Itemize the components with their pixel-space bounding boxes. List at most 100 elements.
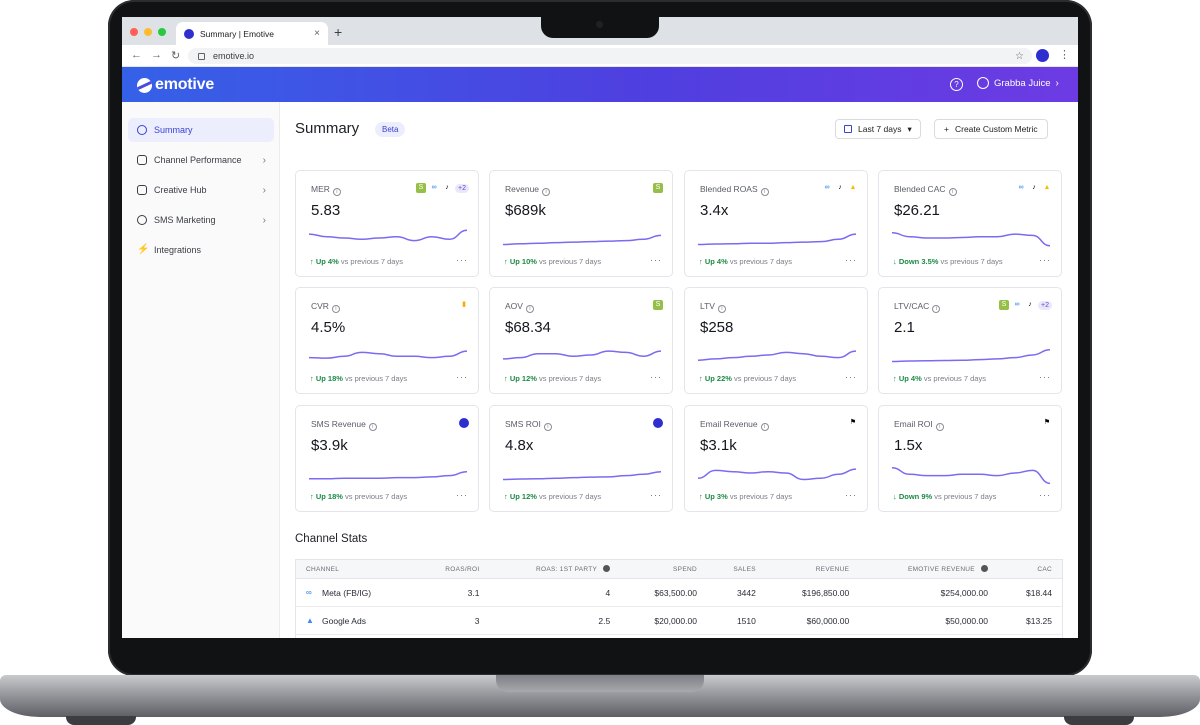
more-options-icon[interactable]: ··· (650, 372, 662, 382)
close-window-button[interactable] (130, 28, 138, 36)
more-options-icon[interactable]: ··· (1039, 255, 1051, 265)
brand-name: emotive (155, 76, 215, 93)
account-menu[interactable]: Grabba Juice › (977, 77, 1059, 89)
more-options-icon[interactable]: ··· (456, 490, 468, 500)
shopify-icon: S (653, 300, 663, 310)
more-options-icon[interactable]: ··· (650, 490, 662, 500)
sidebar-item-creative-hub[interactable]: Creative Hub › (128, 178, 274, 202)
delta-value: ↑ Up 18% (310, 492, 343, 501)
delta-comparison: vs previous 7 days (338, 257, 403, 266)
sidebar-item-label: Channel Performance (154, 155, 242, 165)
metric-label: LTV/CAC i (894, 301, 941, 313)
info-icon[interactable]: i (525, 305, 534, 313)
info-icon[interactable]: i (932, 305, 941, 313)
column-header[interactable]: SALES (706, 559, 766, 579)
info-icon[interactable] (603, 565, 611, 572)
minimize-window-button[interactable] (144, 28, 152, 36)
more-options-icon[interactable]: ··· (1039, 372, 1051, 382)
metric-card[interactable]: Email ROI i ⚑ 1.5x ↓ Down 9% vs previous 7 d… (878, 405, 1062, 512)
info-icon[interactable]: i (542, 188, 551, 196)
metric-card[interactable]: LTV i $258 ↑ Up 22% vs previous 7 days ··· (684, 287, 868, 394)
chevron-right-icon: › (1055, 77, 1059, 89)
info-icon[interactable]: i (948, 188, 957, 196)
column-header[interactable]: CHANNEL (295, 559, 415, 579)
trend-sparkline (698, 468, 856, 481)
metric-label: Blended ROAS i (700, 184, 769, 196)
more-options-icon[interactable]: ··· (456, 255, 468, 265)
info-icon[interactable]: i (717, 305, 726, 313)
metric-label-text: CVR (311, 301, 329, 311)
info-icon[interactable]: i (760, 188, 769, 196)
column-header[interactable]: ROAS: 1ST PARTY (489, 559, 621, 579)
create-custom-metric-button[interactable]: + Create Custom Metric (934, 119, 1048, 139)
forward-arrow-icon[interactable]: → (151, 49, 162, 61)
shopify-icon: S (653, 183, 663, 193)
metric-label: MER i (311, 184, 341, 196)
metric-card[interactable]: Blended ROAS i ∞ ♪ ▲ 3.4x ↑ Up 4% vs previous … (684, 170, 868, 277)
metric-card[interactable]: AOV i S $68.34 ↑ Up 12% vs previous 7 days ··… (489, 287, 673, 394)
trend-sparkline (503, 470, 661, 481)
column-header[interactable]: CAC (997, 559, 1063, 579)
metric-value: 4.5% (311, 319, 346, 336)
maximize-window-button[interactable] (158, 28, 166, 36)
info-icon[interactable]: i (760, 423, 769, 431)
bookmark-star-icon[interactable]: ☆ (1015, 50, 1024, 62)
metric-card[interactable]: MER i S ∞ ♪ +2 5.83 ↑ Up 4% vs previous 7 days ·… (295, 170, 479, 277)
back-arrow-icon[interactable]: ← (131, 49, 142, 61)
metric-value: 1.5x (894, 437, 923, 454)
emotive-extension-icon[interactable] (1036, 49, 1049, 62)
sidebar-item-sms-marketing[interactable]: SMS Marketing › (128, 208, 274, 232)
reload-icon[interactable]: ↻ (171, 50, 181, 62)
help-icon[interactable]: ? (950, 78, 963, 91)
date-range-select[interactable]: Last 7 days ▾ (835, 119, 921, 139)
trend-sparkline (698, 350, 856, 361)
info-icon[interactable]: i (935, 423, 944, 431)
more-options-icon[interactable]: ··· (845, 255, 857, 265)
more-options-icon[interactable]: ··· (1039, 490, 1051, 500)
metric-card[interactable]: Revenue i S $689k ↑ Up 10% vs previous 7 day… (489, 170, 673, 277)
more-options-icon[interactable]: ··· (845, 372, 857, 382)
browser-menu-icon[interactable]: ⋮ (1059, 49, 1070, 61)
metric-label-text: SMS Revenue (311, 419, 366, 429)
metric-label: SMS Revenue i (311, 419, 377, 431)
table-row[interactable]: ▲ Google Ads 3 2.5 $20,000.00 1510 $60,000.00 $… (295, 606, 1063, 635)
column-header[interactable]: ROAS/ROI (414, 559, 490, 579)
info-icon[interactable]: i (368, 423, 377, 431)
tiktok-icon: ♪ (442, 183, 453, 193)
metric-label: CVR i (311, 301, 340, 313)
brand-logo[interactable]: emotive (137, 76, 214, 94)
table-row[interactable]: ♪TikTok4.15$30,000.001789$123,000.00$150… (295, 634, 1063, 638)
metric-card[interactable]: CVR i ▮ 4.5% ↑ Up 18% vs previous 7 days ··· (295, 287, 479, 394)
sidebar-item-integrations[interactable]: ⚡ Integrations (128, 238, 274, 262)
info-icon[interactable]: i (543, 423, 552, 431)
sidebar-item-summary[interactable]: Summary (128, 118, 274, 142)
sidebar-item-channel-performance[interactable]: Channel Performance › (128, 148, 274, 172)
delta-comparison: vs previous 7 days (731, 374, 797, 383)
metric-delta: ↑ Up 10% vs previous 7 days (504, 257, 601, 266)
data-sources: ⚑ (848, 418, 858, 428)
column-header[interactable]: EMOTIVE REVENUE (859, 559, 998, 579)
column-header[interactable]: SPEND (620, 559, 707, 579)
info-icon[interactable] (980, 565, 988, 572)
metric-delta: ↑ Up 4% vs previous 7 days (893, 374, 986, 383)
more-options-icon[interactable]: ··· (650, 255, 662, 265)
info-icon[interactable]: i (332, 188, 341, 196)
info-icon[interactable]: i (331, 305, 340, 313)
close-tab-icon[interactable]: × (314, 28, 320, 39)
delta-comparison: vs previous 7 days (932, 492, 997, 501)
column-header[interactable]: REVENUE (765, 559, 860, 579)
metric-card[interactable]: LTV/CAC i S ∞ ♪ +2 2.1 ↑ Up 4% vs previous 7 da… (878, 287, 1062, 394)
metric-card[interactable]: SMS Revenue i $3.9k ↑ Up 18% vs previous 7 … (295, 405, 479, 512)
metric-card[interactable]: Blended CAC i ∞ ♪ ▲ $26.21 ↓ Down 3.5% vs prev… (878, 170, 1062, 277)
table-row[interactable]: ∞ Meta (FB/IG) 3.1 4 $63,500.00 3442 $196,850.… (295, 578, 1063, 607)
metric-card[interactable]: SMS ROI i 4.8x ↑ Up 12% vs previous 7 days ·… (489, 405, 673, 512)
browser-tab[interactable]: Summary | Emotive × (176, 22, 328, 45)
data-sources: ∞ ♪ ▲ (822, 183, 858, 193)
more-options-icon[interactable]: ··· (456, 372, 468, 382)
trend-line (698, 468, 856, 481)
metric-card[interactable]: Email Revenue i ⚑ $3.1k ↑ Up 3% vs previous … (684, 405, 868, 512)
new-tab-button[interactable]: + (334, 24, 343, 40)
camera-notch (541, 16, 659, 38)
more-options-icon[interactable]: ··· (845, 490, 857, 500)
address-bar[interactable]: emotive.io ☆ (188, 48, 1032, 64)
